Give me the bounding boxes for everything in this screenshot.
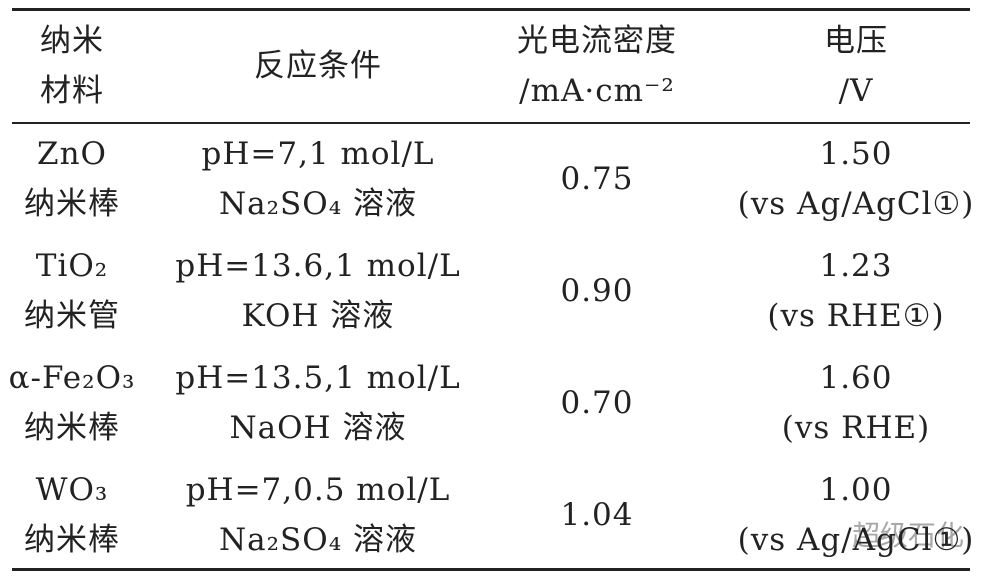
table-cell: α-Fe₂O₃ 纳米棒	[9, 353, 136, 453]
header-cell: 纳米 材料	[40, 16, 104, 116]
cell-line: (vs Ag/AgCl①)	[737, 522, 975, 558]
watermark: 超级石化	[851, 519, 964, 552]
cell-line: Na₂SO₄ 溶液	[219, 186, 417, 222]
table-cell: ZnO 纳米棒	[24, 129, 120, 229]
cell-line: (vs RHE)	[781, 410, 931, 446]
cell-line: 反应条件	[254, 48, 382, 84]
cell-line: 电压	[824, 23, 888, 59]
cell-line: 1.23	[819, 248, 893, 284]
cell-line: 光电流密度	[517, 23, 677, 59]
table-cell: pH=13.6,1 mol/L KOH 溶液	[175, 241, 460, 341]
cell-line: ZnO	[37, 136, 107, 172]
cell-line: 1.04	[560, 497, 634, 533]
table-cell: pH=7,1 mol/L Na₂SO₄ 溶液	[201, 129, 434, 229]
cell-line: 纳米棒	[24, 186, 120, 222]
cell-line: NaOH 溶液	[229, 410, 407, 446]
cell-line: pH=13.6,1 mol/L	[175, 248, 461, 284]
table-cell: 1.00 (vs Ag/AgCl①)	[738, 465, 975, 565]
cell-line: Na₂SO₄ 溶液	[219, 522, 417, 558]
cell-line: pH=7,0.5 mol/L	[185, 472, 451, 508]
cell-line: TiO₂	[35, 248, 109, 284]
cell-line: 纳米棒	[24, 522, 120, 558]
cell-line: pH=13.5,1 mol/L	[175, 360, 461, 396]
header-cell: 反应条件	[254, 41, 382, 91]
cell-line: (vs RHE①)	[767, 298, 945, 334]
table-cell: 0.75	[560, 154, 633, 204]
cell-line: 1.00	[819, 472, 893, 508]
cell-line: 纳米棒	[24, 410, 120, 446]
table-cell: TiO₂ 纳米管	[24, 241, 120, 341]
table-cell: 0.90	[560, 266, 633, 316]
cell-line: /mA·cm⁻²	[519, 73, 675, 109]
cell-line: pH=7,1 mol/L	[201, 136, 435, 172]
header-cell: 光电流密度/mA·cm⁻²	[517, 16, 677, 116]
cell-line: 0.70	[560, 385, 634, 421]
table-cell: pH=7,0.5 mol/L Na₂SO₄ 溶液	[186, 465, 451, 565]
cell-line: (vs Ag/AgCl①)	[737, 186, 975, 222]
cell-line: 1.60	[819, 360, 893, 396]
table-cell: 1.04	[560, 490, 633, 540]
cell-line: WO₃	[35, 472, 109, 508]
cell-line: 纳米	[40, 23, 104, 59]
table-cell: 1.50 (vs Ag/AgCl①)	[738, 129, 975, 229]
table-cell: 0.70	[560, 378, 633, 428]
header-cell: 电压/V	[824, 16, 888, 116]
cell-line: KOH 溶液	[241, 298, 395, 334]
table-cell: 1.23 (vs RHE①)	[767, 241, 944, 341]
cell-line: 材料	[40, 73, 104, 109]
table-cell: 1.60 (vs RHE)	[782, 353, 930, 453]
table-cell: pH=13.5,1 mol/L NaOH 溶液	[175, 353, 460, 453]
cell-line: α-Fe₂O₃	[8, 360, 136, 396]
cell-line: /V	[838, 73, 874, 109]
cell-line: 0.75	[560, 161, 634, 197]
cell-line: 纳米管	[24, 298, 120, 334]
header-rule	[12, 122, 970, 124]
cell-line: 1.50	[819, 136, 893, 172]
table-cell: WO₃ 纳米棒	[24, 465, 120, 565]
top-rule	[12, 8, 970, 11]
bottom-rule	[12, 568, 970, 571]
cell-line: 0.90	[560, 273, 634, 309]
